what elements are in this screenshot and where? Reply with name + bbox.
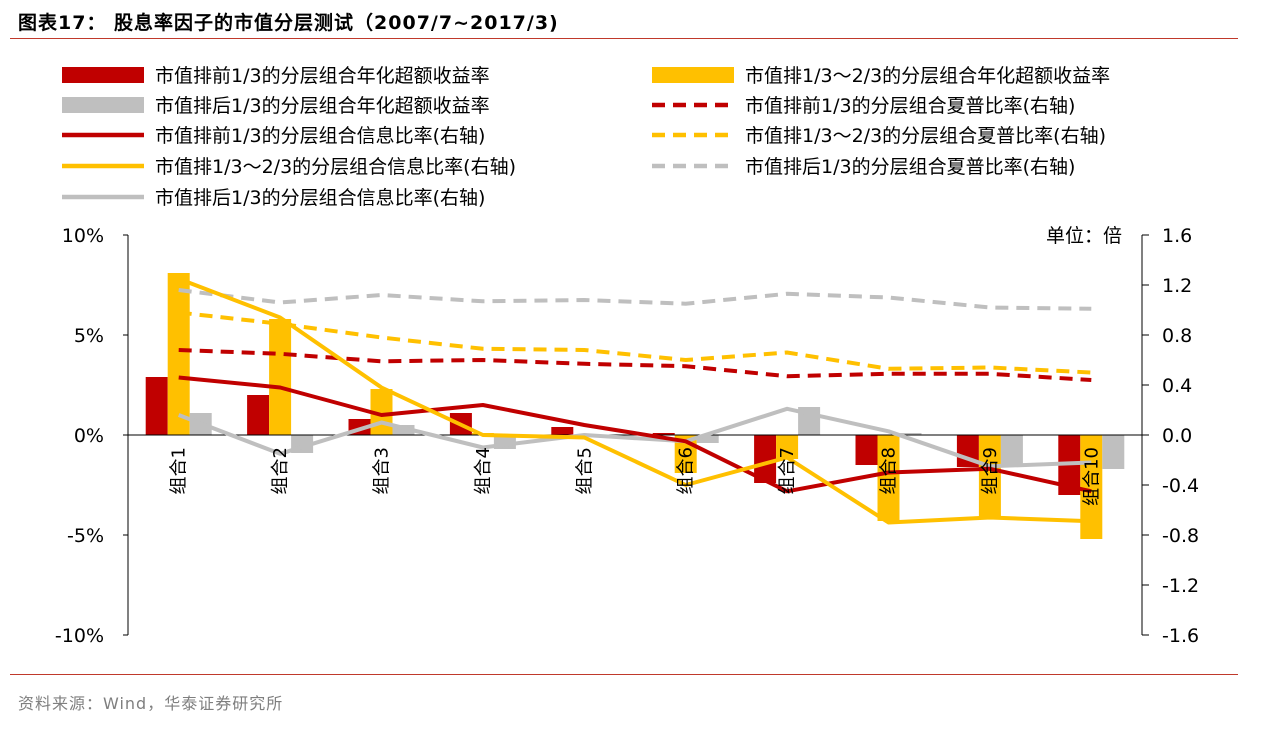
- bar: [1000, 435, 1023, 467]
- unit-label: 单位：倍: [1046, 225, 1122, 247]
- right-axis-tick-label: -0.4: [1162, 475, 1199, 497]
- right-axis-tick-label: 0.4: [1162, 375, 1192, 397]
- sharpe-ratio-line: [178, 288, 1092, 311]
- bar: [899, 433, 922, 435]
- axes: 10% 5% 0% -5% -10% 1.6 1.2 0.8 0.4 0.0 -0.4 -0.8 -1.…: [55, 225, 1199, 647]
- legend-label: 市值排1/3～2/3的分层组合夏普比率(右轴): [745, 125, 1106, 147]
- bar: [754, 435, 777, 483]
- bar: [269, 319, 292, 435]
- bar: [877, 435, 900, 521]
- left-axis-tick-label: 0%: [74, 425, 104, 447]
- bar: [855, 435, 878, 465]
- legend-label: 市值排前1/3的分层组合年化超额收益率: [155, 65, 490, 87]
- right-axis-tick-label: 0.8: [1162, 325, 1192, 347]
- legend-label: 市值排1/3～2/3的分层组合信息比率(右轴): [155, 156, 516, 178]
- left-axis-tick-label: -10%: [55, 625, 104, 647]
- left-axis-tick-label: 10%: [62, 225, 104, 247]
- left-axis-tick-label: -5%: [67, 525, 104, 547]
- bar: [776, 435, 799, 459]
- category-label: 组合4: [473, 447, 494, 494]
- bars: [128, 273, 1142, 539]
- category-label: 组合8: [879, 447, 900, 494]
- bar: [247, 395, 270, 435]
- category-label: 组合2: [270, 447, 291, 494]
- information-ratio-line: [177, 406, 1092, 469]
- left-axis-tick-label: 5%: [74, 325, 104, 347]
- bar: [696, 435, 719, 443]
- bar: [167, 273, 190, 435]
- right-axis-tick-label: 0.0: [1162, 425, 1192, 447]
- footer-divider: [10, 674, 1238, 675]
- legend-swatch-bar: [62, 97, 144, 113]
- legend-label: 市值排后1/3的分层组合信息比率(右轴): [155, 187, 485, 209]
- legend-swatch-bar: [62, 67, 144, 83]
- bar: [652, 433, 675, 435]
- source-note: 资料来源：Wind，华泰证券研究所: [18, 694, 284, 713]
- category-labels: 组合1 组合2 组合3 组合4 组合5 组合6 组合7 组合8 组合9 组合10: [169, 447, 1103, 506]
- right-axis-tick-label: -0.8: [1162, 525, 1199, 547]
- category-label: 组合1: [169, 447, 190, 494]
- right-axis-tick-label: 1.2: [1162, 275, 1192, 297]
- legend: 市值排前1/3的分层组合年化超额收益率 市值排1/3～2/3的分层组合年化超额收益…: [62, 65, 1110, 209]
- right-axis-tick-label: -1.6: [1162, 625, 1199, 647]
- bar: [392, 425, 415, 435]
- bar: [145, 377, 168, 435]
- category-label: 组合10: [1081, 447, 1102, 506]
- information-ratio-line: [178, 375, 1092, 494]
- sharpe-ratio-line: [178, 348, 1092, 382]
- information-ratio-line: [177, 276, 1092, 525]
- bar: [978, 435, 1001, 519]
- legend-swatch-bar: [652, 67, 734, 83]
- legend-label: 市值排前1/3的分层组合夏普比率(右轴): [745, 95, 1075, 117]
- category-label: 组合3: [372, 447, 393, 494]
- bar: [551, 427, 574, 435]
- chart-title: 图表17： 股息率因子的市值分层测试（2007/7~2017/3): [18, 12, 559, 34]
- bar: [1102, 435, 1125, 469]
- category-label: 组合7: [777, 447, 798, 494]
- legend-label: 市值排后1/3的分层组合夏普比率(右轴): [745, 156, 1075, 178]
- right-axis-tick-label: -1.2: [1162, 575, 1199, 597]
- legend-label: 市值排后1/3的分层组合年化超额收益率: [155, 95, 490, 117]
- lines: [177, 276, 1092, 525]
- legend-label: 市值排1/3～2/3的分层组合年化超额收益率: [745, 65, 1110, 87]
- sharpe-ratio-line: [178, 310, 1092, 375]
- category-label: 组合6: [676, 447, 697, 494]
- title-divider: [10, 38, 1238, 39]
- legend-label: 市值排前1/3的分层组合信息比率(右轴): [155, 125, 485, 147]
- category-label: 组合9: [980, 447, 1001, 494]
- category-label: 组合5: [574, 447, 595, 494]
- right-axis-tick-label: 1.6: [1162, 225, 1192, 247]
